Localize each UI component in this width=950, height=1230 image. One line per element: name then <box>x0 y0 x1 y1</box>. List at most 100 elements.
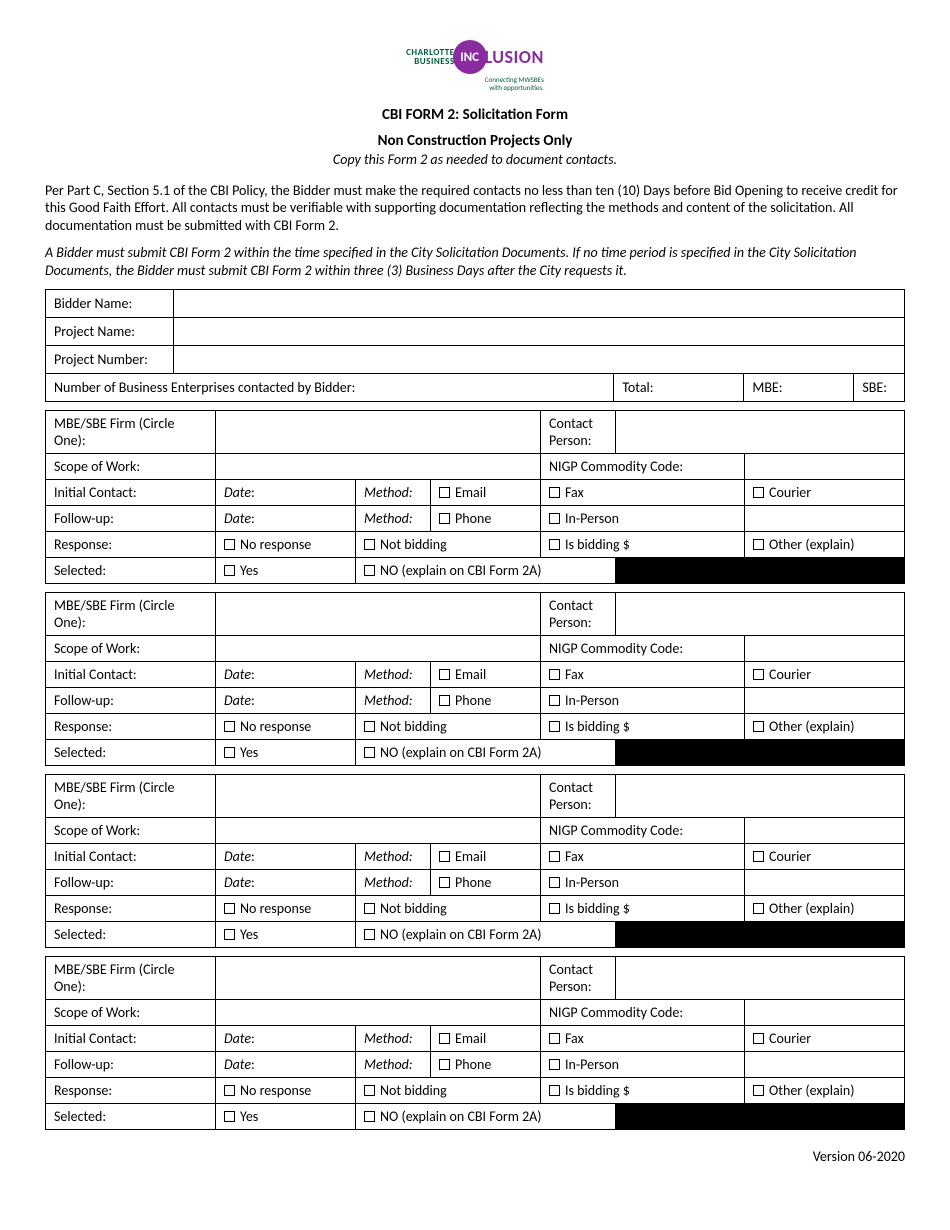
input-contact-person[interactable] <box>616 411 905 454</box>
checkbox-inperson[interactable]: In-Person <box>541 1052 745 1078</box>
checkbox-inperson[interactable]: In-Person <box>541 870 745 896</box>
checkbox-notbidding[interactable]: Not bidding <box>356 714 541 740</box>
label-scope: Scope of Work: <box>46 636 216 662</box>
label-method-2: Method: <box>356 1052 431 1078</box>
checkbox-other[interactable]: Other (explain) <box>745 714 905 740</box>
label-date-2: Date: <box>216 1052 356 1078</box>
label-nigp: NIGP Commodity Code: <box>541 454 745 480</box>
checkbox-phone[interactable]: Phone <box>431 1052 541 1078</box>
checkbox-noresponse[interactable]: No response <box>216 1078 356 1104</box>
checkbox-noresponse-1[interactable]: No response <box>216 532 356 558</box>
checkbox-no[interactable]: NO (explain on CBI Form 2A) <box>356 740 616 766</box>
checkbox-email[interactable]: Email <box>431 1026 541 1052</box>
checkbox-noresponse[interactable]: No response <box>216 714 356 740</box>
logo-text-business: BUSINESS <box>406 57 454 66</box>
input-scope[interactable] <box>216 818 541 844</box>
blank-1 <box>745 506 905 532</box>
input-nigp[interactable] <box>745 1000 905 1026</box>
checkbox-noresponse[interactable]: No response <box>216 896 356 922</box>
checkbox-isbidding[interactable]: Is bidding $ <box>541 1078 745 1104</box>
label-initial-contact: Initial Contact: <box>46 662 216 688</box>
checkbox-fax[interactable]: Fax <box>541 1026 745 1052</box>
checkbox-inperson-1[interactable]: In-Person <box>541 506 745 532</box>
label-response: Response: <box>46 1078 216 1104</box>
input-contact-person[interactable] <box>616 593 905 636</box>
checkbox-email[interactable]: Email <box>431 844 541 870</box>
label-total: Total: <box>614 374 744 402</box>
label-response: Response: <box>46 532 216 558</box>
checkbox-no-1[interactable]: NO (explain on CBI Form 2A) <box>356 558 616 584</box>
input-scope[interactable] <box>216 636 541 662</box>
label-bidder-name: Bidder Name: <box>46 290 174 318</box>
label-mbe: MBE: <box>744 374 854 402</box>
checkbox-isbidding[interactable]: Is bidding $ <box>541 714 745 740</box>
checkbox-notbidding-1[interactable]: Not bidding <box>356 532 541 558</box>
label-firm: MBE/SBE Firm (Circle One): <box>46 593 216 636</box>
label-method-1: Method: <box>356 844 431 870</box>
checkbox-fax[interactable]: Fax <box>541 844 745 870</box>
checkbox-inperson[interactable]: In-Person <box>541 688 745 714</box>
checkbox-phone-1[interactable]: Phone <box>431 506 541 532</box>
checkbox-courier[interactable]: Courier <box>745 844 905 870</box>
checkbox-isbidding-1[interactable]: Is bidding $ <box>541 532 745 558</box>
input-bidder-name[interactable] <box>174 290 905 318</box>
input-nigp[interactable] <box>745 818 905 844</box>
black-cell-1 <box>616 558 905 584</box>
label-selected: Selected: <box>46 558 216 584</box>
input-firm-name[interactable] <box>216 411 541 454</box>
input-contact-person[interactable] <box>616 775 905 818</box>
label-contact-person: Contact Person: <box>541 775 616 818</box>
input-scope[interactable] <box>216 1000 541 1026</box>
label-method-1: Method: <box>356 480 431 506</box>
input-firm-name[interactable] <box>216 593 541 636</box>
form-title: CBI FORM 2: Solicitation Form <box>45 106 905 124</box>
contact-block-4: MBE/SBE Firm (Circle One): Contact Perso… <box>45 956 905 1130</box>
checkbox-other[interactable]: Other (explain) <box>745 1078 905 1104</box>
checkbox-email[interactable]: Email <box>431 662 541 688</box>
checkbox-notbidding[interactable]: Not bidding <box>356 1078 541 1104</box>
input-nigp[interactable] <box>745 636 905 662</box>
label-firm: MBE/SBE Firm (Circle One): <box>46 411 216 454</box>
checkbox-yes[interactable]: Yes <box>216 1104 356 1130</box>
logo-container: CHARLOTTE BUSINESS INC LUSION Connecting… <box>45 40 905 94</box>
label-date-1: Date: <box>216 844 356 870</box>
black-cell <box>616 740 905 766</box>
checkbox-no[interactable]: NO (explain on CBI Form 2A) <box>356 922 616 948</box>
checkbox-courier-1[interactable]: Courier <box>745 480 905 506</box>
checkbox-phone[interactable]: Phone <box>431 688 541 714</box>
label-followup: Follow-up: <box>46 506 216 532</box>
checkbox-yes[interactable]: Yes <box>216 922 356 948</box>
checkbox-other-1[interactable]: Other (explain) <box>745 532 905 558</box>
label-response: Response: <box>46 714 216 740</box>
input-firm-name[interactable] <box>216 775 541 818</box>
version-text: Version 06-2020 <box>45 1148 905 1165</box>
checkbox-courier[interactable]: Courier <box>745 662 905 688</box>
input-contact-person[interactable] <box>616 957 905 1000</box>
checkbox-isbidding[interactable]: Is bidding $ <box>541 896 745 922</box>
checkbox-no[interactable]: NO (explain on CBI Form 2A) <box>356 1104 616 1130</box>
checkbox-phone[interactable]: Phone <box>431 870 541 896</box>
label-date-1: Date: <box>216 662 356 688</box>
black-cell <box>616 1104 905 1130</box>
label-date-2: Date: <box>216 506 356 532</box>
input-firm-name[interactable] <box>216 957 541 1000</box>
input-scope[interactable] <box>216 454 541 480</box>
label-initial-contact: Initial Contact: <box>46 1026 216 1052</box>
input-nigp[interactable] <box>745 454 905 480</box>
label-nigp: NIGP Commodity Code: <box>541 1000 745 1026</box>
checkbox-email-1[interactable]: Email <box>431 480 541 506</box>
label-sbe: SBE: <box>854 374 905 402</box>
checkbox-yes-1[interactable]: Yes <box>216 558 356 584</box>
label-project-name: Project Name: <box>46 318 174 346</box>
checkbox-yes[interactable]: Yes <box>216 740 356 766</box>
label-date-2: Date: <box>216 870 356 896</box>
input-project-number[interactable] <box>174 346 905 374</box>
checkbox-courier[interactable]: Courier <box>745 1026 905 1052</box>
checkbox-fax-1[interactable]: Fax <box>541 480 745 506</box>
input-project-name[interactable] <box>174 318 905 346</box>
checkbox-notbidding[interactable]: Not bidding <box>356 896 541 922</box>
label-date-1: Date: <box>216 1026 356 1052</box>
logo: CHARLOTTE BUSINESS INC LUSION Connecting… <box>406 40 544 91</box>
checkbox-fax[interactable]: Fax <box>541 662 745 688</box>
checkbox-other[interactable]: Other (explain) <box>745 896 905 922</box>
